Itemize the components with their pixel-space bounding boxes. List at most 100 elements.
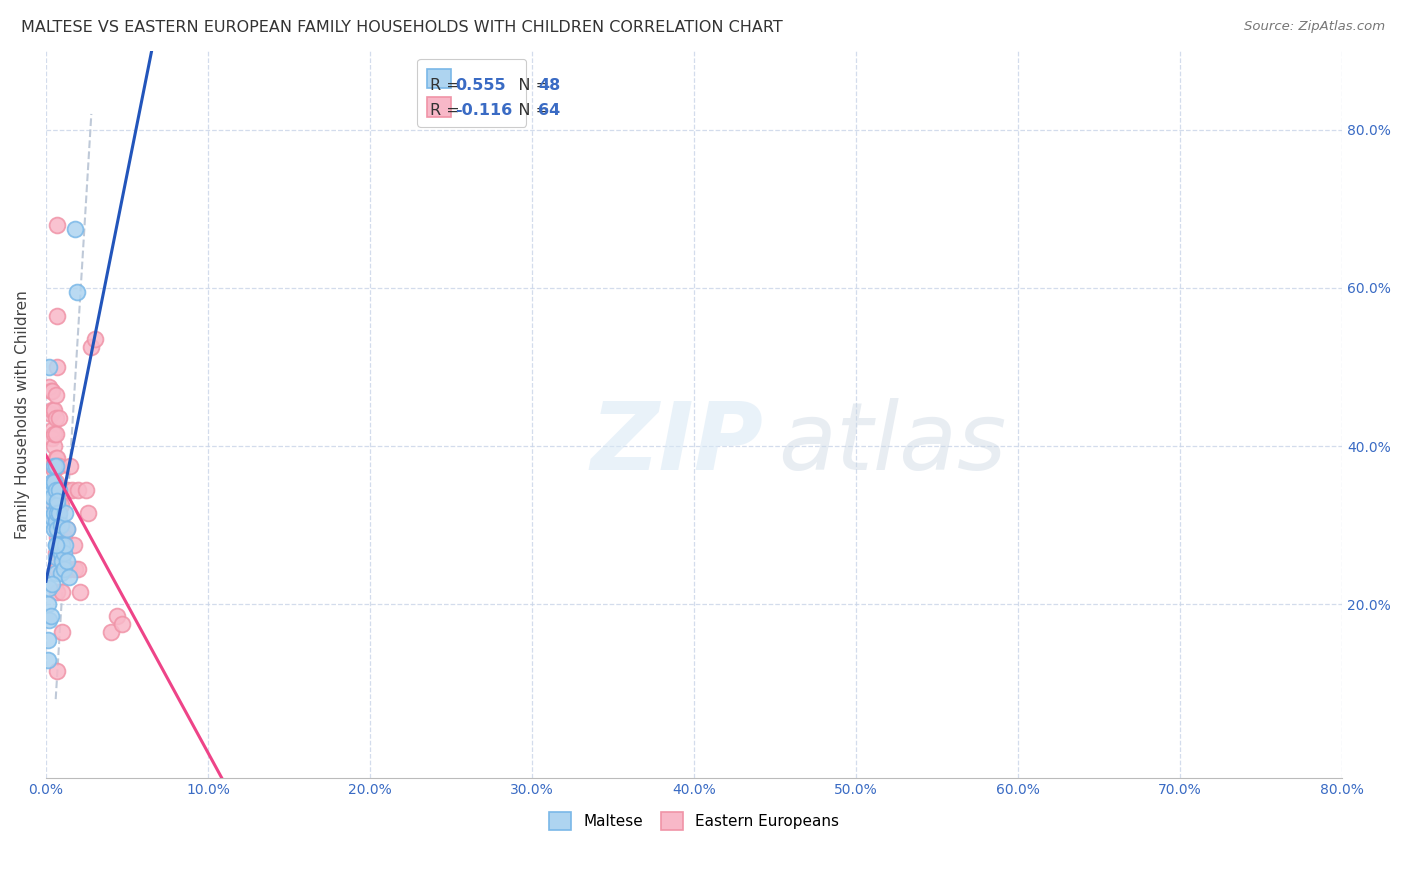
Point [48, 506, 70, 520]
Point [37, 652, 59, 666]
Point [39, 609, 62, 624]
Legend: Maltese, Eastern Europeans: Maltese, Eastern Europeans [543, 806, 845, 836]
Text: MALTESE VS EASTERN EUROPEAN FAMILY HOUSEHOLDS WITH CHILDREN CORRELATION CHART: MALTESE VS EASTERN EUROPEAN FAMILY HOUSE… [21, 20, 783, 35]
Point [42, 475, 65, 489]
Point [38, 582, 60, 596]
Point [56, 483, 79, 497]
Point [83, 332, 105, 346]
Text: 48: 48 [538, 78, 561, 93]
Point [58, 562, 80, 576]
Point [38, 359, 60, 374]
Point [46, 522, 69, 536]
Point [49, 546, 72, 560]
Point [49, 499, 72, 513]
Point [48, 411, 70, 425]
Point [39, 494, 62, 508]
Point [52, 562, 75, 576]
Point [46, 491, 69, 505]
Point [46, 530, 69, 544]
Point [52, 530, 75, 544]
Text: N =: N = [503, 103, 554, 118]
Point [46, 494, 69, 508]
Point [49, 518, 72, 533]
Point [58, 569, 80, 583]
Point [51, 624, 73, 639]
Point [42, 458, 65, 473]
Point [45, 458, 67, 473]
Point [46, 218, 69, 232]
Point [60, 483, 83, 497]
Point [45, 491, 67, 505]
Point [45, 450, 67, 465]
Point [45, 514, 67, 528]
Point [42, 499, 65, 513]
Text: 0.555: 0.555 [456, 78, 506, 93]
Point [45, 538, 67, 552]
Text: R =: R = [430, 103, 465, 118]
Point [46, 562, 69, 576]
Point [62, 538, 84, 552]
Text: N =: N = [503, 78, 554, 93]
Point [46, 506, 69, 520]
Point [67, 483, 90, 497]
Point [41, 431, 63, 445]
Point [37, 632, 59, 647]
Point [49, 566, 72, 580]
Point [46, 538, 69, 552]
Point [45, 483, 67, 497]
Point [42, 522, 65, 536]
Point [38, 380, 60, 394]
Point [42, 491, 65, 505]
Point [41, 423, 63, 437]
Text: atlas: atlas [779, 398, 1007, 489]
Point [41, 458, 63, 473]
Point [46, 309, 69, 323]
Point [45, 538, 67, 552]
Point [63, 562, 86, 576]
Point [39, 408, 62, 422]
Point [46, 499, 69, 513]
Point [41, 577, 63, 591]
Point [63, 221, 86, 235]
Point [51, 546, 73, 560]
Point [42, 427, 65, 442]
Point [38, 483, 60, 497]
Text: R =: R = [430, 78, 465, 93]
Point [48, 538, 70, 552]
Text: -0.116: -0.116 [456, 103, 513, 118]
Point [56, 554, 79, 568]
Point [77, 506, 100, 520]
Point [37, 597, 59, 611]
Point [42, 463, 65, 477]
Point [52, 546, 75, 560]
Text: Source: ZipAtlas.com: Source: ZipAtlas.com [1244, 20, 1385, 33]
Point [41, 403, 63, 417]
Point [67, 562, 90, 576]
Point [52, 483, 75, 497]
Point [51, 538, 73, 552]
Point [41, 491, 63, 505]
Point [51, 585, 73, 599]
Point [42, 506, 65, 520]
Point [45, 506, 67, 520]
Point [45, 549, 67, 564]
Point [59, 458, 82, 473]
Point [46, 450, 69, 465]
Point [56, 522, 79, 536]
Text: 64: 64 [538, 103, 561, 118]
Point [80, 340, 103, 354]
Point [39, 514, 62, 528]
Point [41, 384, 63, 398]
Point [45, 566, 67, 580]
Point [56, 522, 79, 536]
Point [42, 403, 65, 417]
Point [49, 538, 72, 552]
Point [41, 510, 63, 524]
Y-axis label: Family Households with Children: Family Households with Children [15, 290, 30, 539]
Point [46, 538, 69, 552]
Point [48, 458, 70, 473]
Text: ZIP: ZIP [591, 398, 763, 490]
Point [41, 475, 63, 489]
Point [45, 546, 67, 560]
Point [46, 458, 69, 473]
